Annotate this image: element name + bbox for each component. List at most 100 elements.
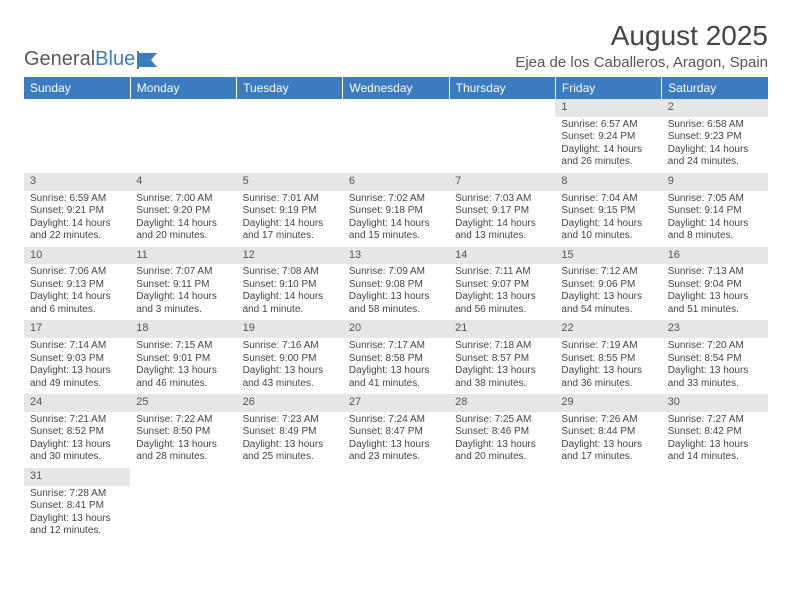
daylight-line: Daylight: 14 hours and 17 minutes. — [243, 218, 337, 243]
day-number: 23 — [662, 320, 768, 338]
day-number: 22 — [555, 320, 661, 338]
calendar-cell: .. — [343, 99, 449, 173]
day-number: 21 — [449, 320, 555, 338]
calendar-cell: .. — [555, 468, 661, 542]
daylight-line: Daylight: 13 hours and 43 minutes. — [243, 365, 337, 390]
day-details: Sunrise: 7:18 AMSunset: 8:57 PMDaylight:… — [449, 338, 555, 394]
sunset-line: Sunset: 9:18 PM — [349, 205, 443, 218]
daylight-line: Daylight: 13 hours and 46 minutes. — [136, 365, 230, 390]
sunset-line: Sunset: 8:47 PM — [349, 426, 443, 439]
weekday-header: Wednesday — [343, 77, 449, 99]
sunrise-line: Sunrise: 7:06 AM — [30, 266, 124, 279]
daylight-line: Daylight: 13 hours and 49 minutes. — [30, 365, 124, 390]
sunset-line: Sunset: 8:52 PM — [30, 426, 124, 439]
calendar-cell: 26Sunrise: 7:23 AMSunset: 8:49 PMDayligh… — [237, 394, 343, 468]
sunset-line: Sunset: 9:24 PM — [561, 131, 655, 144]
day-number: 3 — [24, 173, 130, 191]
daylight-line: Daylight: 13 hours and 41 minutes. — [349, 365, 443, 390]
sunrise-line: Sunrise: 7:19 AM — [561, 340, 655, 353]
sunset-line: Sunset: 9:06 PM — [561, 279, 655, 292]
sunset-line: Sunset: 8:57 PM — [455, 353, 549, 366]
day-number: 20 — [343, 320, 449, 338]
calendar-cell: 3Sunrise: 6:59 AMSunset: 9:21 PMDaylight… — [24, 173, 130, 247]
calendar-cell: 1Sunrise: 6:57 AMSunset: 9:24 PMDaylight… — [555, 99, 661, 173]
calendar-row: 10Sunrise: 7:06 AMSunset: 9:13 PMDayligh… — [24, 247, 768, 321]
sunrise-line: Sunrise: 7:00 AM — [136, 193, 230, 206]
day-details: Sunrise: 7:00 AMSunset: 9:20 PMDaylight:… — [130, 191, 236, 247]
sunrise-line: Sunrise: 7:21 AM — [30, 414, 124, 427]
sunrise-line: Sunrise: 7:15 AM — [136, 340, 230, 353]
title-block: August 2025 Ejea de los Caballeros, Arag… — [515, 20, 768, 71]
daylight-line: Daylight: 13 hours and 38 minutes. — [455, 365, 549, 390]
sunrise-line: Sunrise: 6:58 AM — [668, 119, 762, 132]
calendar-cell: 30Sunrise: 7:27 AMSunset: 8:42 PMDayligh… — [662, 394, 768, 468]
sunrise-line: Sunrise: 7:16 AM — [243, 340, 337, 353]
calendar-cell: .. — [130, 99, 236, 173]
day-number: 18 — [130, 320, 236, 338]
daylight-line: Daylight: 14 hours and 10 minutes. — [561, 218, 655, 243]
day-details: Sunrise: 7:27 AMSunset: 8:42 PMDaylight:… — [662, 412, 768, 468]
sunrise-line: Sunrise: 7:17 AM — [349, 340, 443, 353]
sunrise-line: Sunrise: 7:03 AM — [455, 193, 549, 206]
calendar-cell: 8Sunrise: 7:04 AMSunset: 9:15 PMDaylight… — [555, 173, 661, 247]
calendar-cell: 14Sunrise: 7:11 AMSunset: 9:07 PMDayligh… — [449, 247, 555, 321]
calendar-cell: 5Sunrise: 7:01 AMSunset: 9:19 PMDaylight… — [237, 173, 343, 247]
calendar-cell: .. — [449, 468, 555, 542]
calendar-cell: .. — [24, 99, 130, 173]
calendar-cell: 18Sunrise: 7:15 AMSunset: 9:01 PMDayligh… — [130, 320, 236, 394]
day-details: Sunrise: 7:12 AMSunset: 9:06 PMDaylight:… — [555, 264, 661, 320]
calendar-cell: 20Sunrise: 7:17 AMSunset: 8:58 PMDayligh… — [343, 320, 449, 394]
calendar-table: SundayMondayTuesdayWednesdayThursdayFrid… — [24, 77, 768, 542]
calendar-cell: 16Sunrise: 7:13 AMSunset: 9:04 PMDayligh… — [662, 247, 768, 321]
day-details: Sunrise: 7:20 AMSunset: 8:54 PMDaylight:… — [662, 338, 768, 394]
calendar-cell: 7Sunrise: 7:03 AMSunset: 9:17 PMDaylight… — [449, 173, 555, 247]
day-number: 14 — [449, 247, 555, 265]
sunset-line: Sunset: 9:21 PM — [30, 205, 124, 218]
sunset-line: Sunset: 8:41 PM — [30, 500, 124, 513]
daylight-line: Daylight: 14 hours and 24 minutes. — [668, 144, 762, 169]
calendar-cell: .. — [449, 99, 555, 173]
day-details: Sunrise: 7:04 AMSunset: 9:15 PMDaylight:… — [555, 191, 661, 247]
sunset-line: Sunset: 8:55 PM — [561, 353, 655, 366]
calendar-row: 31Sunrise: 7:28 AMSunset: 8:41 PMDayligh… — [24, 468, 768, 542]
weekday-header: Tuesday — [237, 77, 343, 99]
sunset-line: Sunset: 9:11 PM — [136, 279, 230, 292]
daylight-line: Daylight: 13 hours and 54 minutes. — [561, 291, 655, 316]
sunset-line: Sunset: 8:50 PM — [136, 426, 230, 439]
calendar-cell: 22Sunrise: 7:19 AMSunset: 8:55 PMDayligh… — [555, 320, 661, 394]
day-details: Sunrise: 7:13 AMSunset: 9:04 PMDaylight:… — [662, 264, 768, 320]
day-details: Sunrise: 6:58 AMSunset: 9:23 PMDaylight:… — [662, 117, 768, 173]
sunset-line: Sunset: 9:14 PM — [668, 205, 762, 218]
calendar-row: ..........1Sunrise: 6:57 AMSunset: 9:24 … — [24, 99, 768, 173]
day-number: 29 — [555, 394, 661, 412]
sunrise-line: Sunrise: 7:22 AM — [136, 414, 230, 427]
day-details: Sunrise: 6:57 AMSunset: 9:24 PMDaylight:… — [555, 117, 661, 173]
day-number: 2 — [662, 99, 768, 117]
daylight-line: Daylight: 13 hours and 14 minutes. — [668, 439, 762, 464]
location: Ejea de los Caballeros, Aragon, Spain — [515, 54, 768, 71]
day-details: Sunrise: 7:02 AMSunset: 9:18 PMDaylight:… — [343, 191, 449, 247]
daylight-line: Daylight: 14 hours and 13 minutes. — [455, 218, 549, 243]
header: GeneralBlue August 2025 Ejea de los Caba… — [24, 20, 768, 71]
sunset-line: Sunset: 9:17 PM — [455, 205, 549, 218]
day-details: Sunrise: 7:22 AMSunset: 8:50 PMDaylight:… — [130, 412, 236, 468]
calendar-cell: 15Sunrise: 7:12 AMSunset: 9:06 PMDayligh… — [555, 247, 661, 321]
calendar-cell: 11Sunrise: 7:07 AMSunset: 9:11 PMDayligh… — [130, 247, 236, 321]
day-number: 10 — [24, 247, 130, 265]
day-details: Sunrise: 7:03 AMSunset: 9:17 PMDaylight:… — [449, 191, 555, 247]
day-number: 5 — [237, 173, 343, 191]
sunrise-line: Sunrise: 7:09 AM — [349, 266, 443, 279]
weekday-header: Monday — [130, 77, 236, 99]
logo: GeneralBlue — [24, 48, 163, 71]
daylight-line: Daylight: 13 hours and 28 minutes. — [136, 439, 230, 464]
sunset-line: Sunset: 9:15 PM — [561, 205, 655, 218]
calendar-row: 24Sunrise: 7:21 AMSunset: 8:52 PMDayligh… — [24, 394, 768, 468]
calendar-cell: 4Sunrise: 7:00 AMSunset: 9:20 PMDaylight… — [130, 173, 236, 247]
sunrise-line: Sunrise: 7:07 AM — [136, 266, 230, 279]
daylight-line: Daylight: 13 hours and 23 minutes. — [349, 439, 443, 464]
day-number: 16 — [662, 247, 768, 265]
sunset-line: Sunset: 8:54 PM — [668, 353, 762, 366]
daylight-line: Daylight: 13 hours and 51 minutes. — [668, 291, 762, 316]
daylight-line: Daylight: 13 hours and 33 minutes. — [668, 365, 762, 390]
day-number: 31 — [24, 468, 130, 486]
